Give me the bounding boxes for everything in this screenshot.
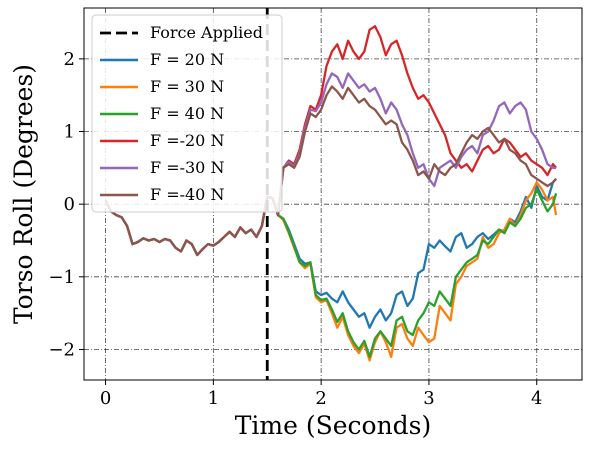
y-tick-label: 1 — [64, 122, 75, 143]
series-lines — [104, 25, 558, 362]
legend-label-2: F = 30 N — [150, 77, 224, 96]
series-line-6 — [104, 85, 557, 257]
axis-ticks: 0 1 2 3 4 −2 −1 0 1 2 — [48, 49, 542, 409]
x-tick-label: 0 — [100, 388, 111, 409]
plot-frame — [83, 7, 583, 381]
legend-box — [91, 14, 283, 213]
x-tick-label: 4 — [531, 388, 542, 409]
series-line-3 — [104, 188, 558, 358]
legend-label-force: Force Applied — [150, 23, 263, 42]
x-tick-label: 2 — [315, 388, 326, 409]
x-tick-label: 3 — [423, 388, 434, 409]
x-axis-label: Time (Seconds) — [235, 411, 432, 440]
legend-label-6: F =-40 N — [150, 185, 224, 204]
x-tick-label: 1 — [208, 388, 219, 409]
y-axis-label: Torso Roll (Degrees) — [9, 64, 38, 324]
legend-label-5: F =-30 N — [150, 158, 224, 177]
y-tick-label: −2 — [48, 339, 75, 360]
y-tick-label: 2 — [64, 49, 75, 70]
y-tick-label: 0 — [64, 194, 75, 215]
legend-label-1: F = 20 N — [150, 50, 224, 69]
y-tick-label: −1 — [48, 267, 75, 288]
legend-label-4: F =-20 N — [150, 131, 224, 150]
legend-label-3: F = 40 N — [150, 104, 224, 123]
legend: Force Applied F = 20 N F = 30 N F = 40 N F =… — [91, 14, 283, 213]
